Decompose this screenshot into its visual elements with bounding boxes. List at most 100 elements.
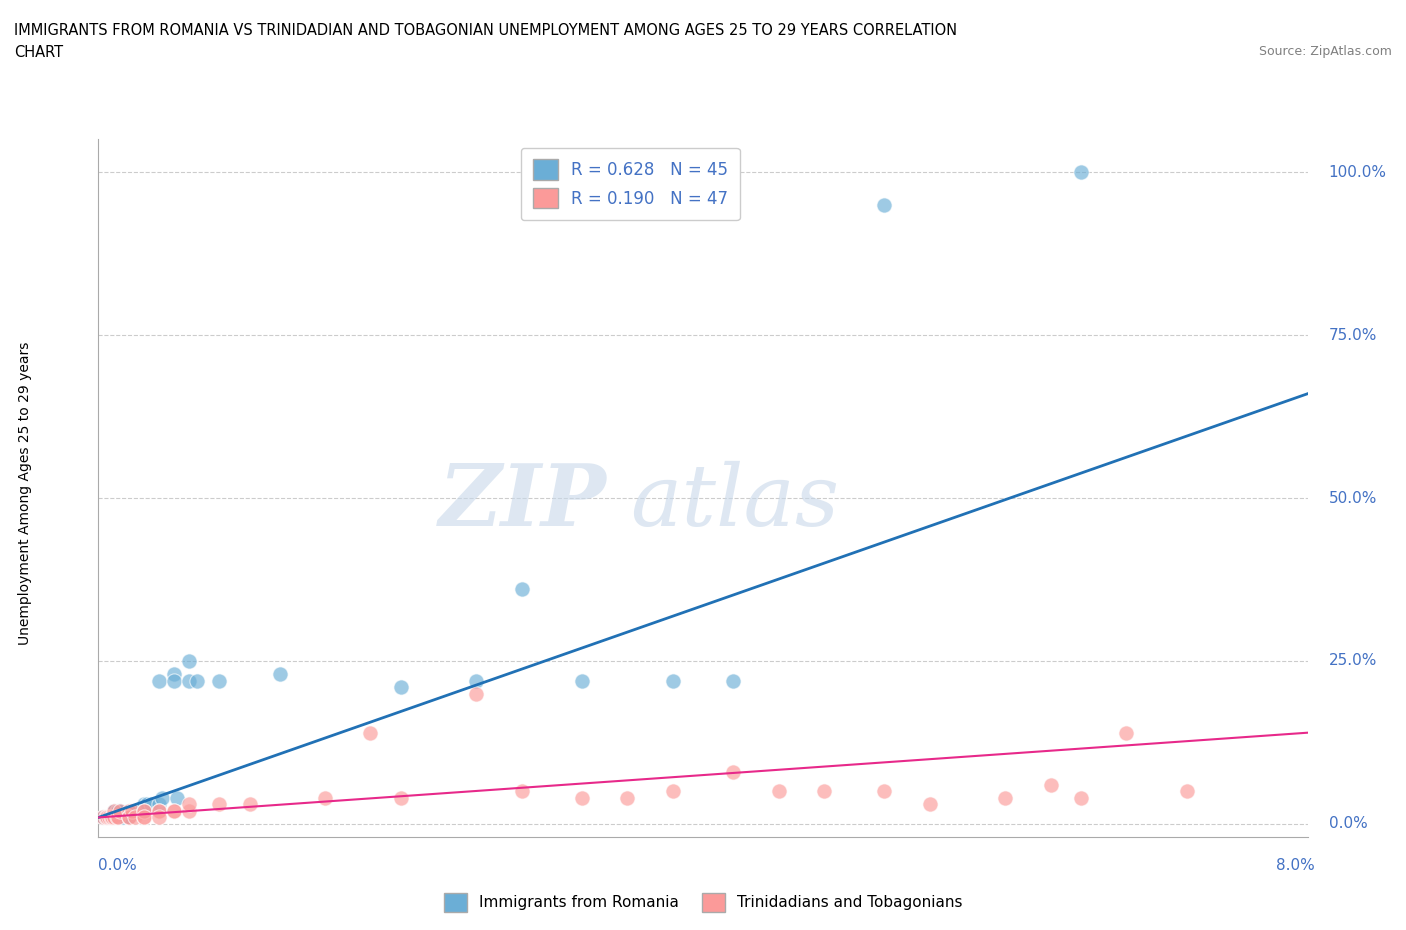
Point (1175, 784, 1198, 799)
Text: 25.0%: 25.0% (1329, 654, 1376, 669)
Point (124, 804, 146, 818)
Point (148, 797, 170, 812)
Point (91, 810, 114, 825)
Text: atlas: atlas (630, 461, 839, 543)
Point (359, 725, 381, 740)
Point (107, 810, 129, 825)
Point (661, 784, 683, 799)
Point (918, 797, 941, 812)
Point (1039, 777, 1062, 792)
Point (121, 804, 143, 818)
Point (148, 673, 170, 688)
Point (132, 804, 155, 818)
Text: 50.0%: 50.0% (1329, 490, 1376, 506)
Point (148, 804, 170, 818)
Point (179, 654, 201, 669)
Point (873, 197, 896, 212)
Text: 8.0%: 8.0% (1275, 857, 1315, 872)
Point (94, 810, 117, 825)
Text: Source: ZipAtlas.com: Source: ZipAtlas.com (1258, 45, 1392, 58)
Point (186, 673, 208, 688)
Point (163, 804, 186, 818)
Point (661, 673, 683, 688)
Point (1070, 165, 1092, 179)
Point (510, 582, 533, 597)
Point (121, 804, 143, 818)
Point (108, 804, 131, 818)
Point (103, 804, 125, 818)
Point (124, 810, 146, 825)
Point (723, 764, 745, 779)
Text: IMMIGRANTS FROM ROMANIA VS TRINIDADIAN AND TOBAGONIAN UNEMPLOYMENT AMONG AGES 25: IMMIGRANTS FROM ROMANIA VS TRINIDADIAN A… (14, 23, 957, 38)
Text: 75.0%: 75.0% (1329, 327, 1376, 342)
Point (179, 797, 201, 812)
Point (103, 804, 125, 818)
Point (768, 784, 790, 799)
Point (166, 790, 188, 805)
Point (873, 784, 896, 799)
Point (103, 804, 125, 818)
Point (135, 797, 157, 812)
Point (163, 804, 186, 818)
Text: CHART: CHART (14, 45, 63, 60)
Legend: Immigrants from Romania, Trinidadians and Tobagonians: Immigrants from Romania, Trinidadians an… (437, 887, 969, 918)
Point (208, 673, 231, 688)
Point (314, 790, 336, 805)
Point (994, 790, 1017, 805)
Point (118, 810, 141, 825)
Point (105, 804, 128, 818)
Point (103, 810, 125, 825)
Point (148, 810, 170, 825)
Point (101, 810, 124, 825)
Text: ZIP: ZIP (439, 460, 606, 544)
Point (148, 804, 170, 818)
Point (118, 804, 141, 818)
Point (141, 797, 163, 812)
Point (98, 810, 121, 825)
Point (118, 810, 141, 825)
Text: 0.0%: 0.0% (1329, 817, 1368, 831)
Point (96, 810, 118, 825)
Text: 100.0%: 100.0% (1329, 165, 1386, 179)
Point (118, 810, 141, 825)
Point (108, 804, 131, 818)
Text: 0.0%: 0.0% (98, 857, 138, 872)
Point (103, 810, 125, 825)
Point (813, 784, 835, 799)
Point (616, 790, 638, 805)
Point (465, 686, 488, 701)
Point (118, 804, 141, 818)
Point (105, 810, 128, 825)
Point (723, 673, 745, 688)
Point (571, 790, 593, 805)
Point (389, 790, 412, 805)
Point (132, 804, 155, 818)
Point (150, 790, 173, 805)
Point (510, 784, 533, 799)
Point (107, 804, 129, 818)
Point (179, 673, 201, 688)
Point (571, 673, 593, 688)
Point (132, 810, 155, 825)
Text: Unemployment Among Ages 25 to 29 years: Unemployment Among Ages 25 to 29 years (18, 341, 32, 644)
Point (132, 810, 155, 825)
Point (239, 797, 262, 812)
Point (100, 810, 122, 825)
Point (465, 673, 488, 688)
Point (179, 804, 201, 818)
Point (100, 810, 122, 825)
Point (111, 810, 134, 825)
Point (208, 797, 231, 812)
Point (1115, 725, 1137, 740)
Point (132, 797, 155, 812)
Legend: R = 0.628   N = 45, R = 0.190   N = 47: R = 0.628 N = 45, R = 0.190 N = 47 (522, 148, 740, 220)
Point (101, 810, 124, 825)
Point (110, 810, 132, 825)
Point (1070, 790, 1092, 805)
Point (96, 810, 118, 825)
Point (269, 667, 291, 682)
Point (389, 680, 412, 695)
Point (118, 804, 141, 818)
Point (163, 667, 186, 682)
Point (94, 810, 117, 825)
